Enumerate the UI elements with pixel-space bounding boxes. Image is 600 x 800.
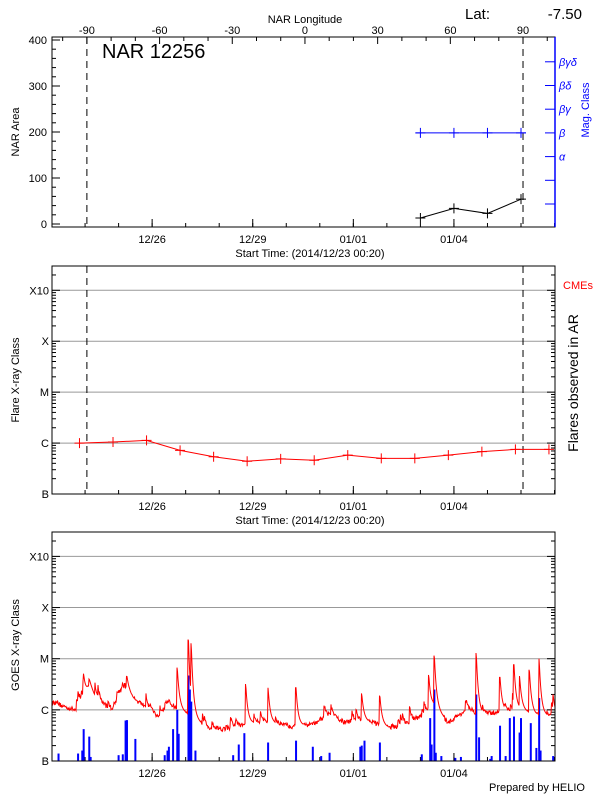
y-tick-label: 200 [29, 127, 47, 139]
flare-point [175, 445, 186, 456]
y-tick-label: X10 [29, 285, 49, 297]
x-tick-label: 01/01 [340, 768, 368, 780]
longitude-tick-label: 0 [302, 25, 308, 37]
x-tick-label: 01/04 [440, 234, 468, 246]
flare-point [275, 453, 286, 464]
goes-flux-line [51, 639, 556, 733]
x-tick-label: 01/04 [440, 768, 468, 780]
mag-class-point [415, 127, 426, 138]
flare-point [342, 450, 353, 461]
y-tick-label: X [42, 603, 50, 615]
x-tick-label: 12/26 [138, 768, 166, 780]
y-axis-label-area: NAR Area [10, 107, 22, 157]
mag-class-point [516, 127, 527, 138]
x-tick-label: 12/26 [138, 501, 166, 513]
mag-class-point [448, 127, 459, 138]
flare-point [141, 435, 152, 446]
y-tick-label: C [41, 705, 49, 717]
longitude-tick-label: 90 [517, 25, 529, 37]
flare-point [443, 450, 454, 461]
y-axis-label-goes-class: GOES X-ray Class [10, 599, 22, 691]
flare-point [242, 456, 253, 467]
y-tick-label: B [42, 489, 49, 501]
mag-class-tick-label: βδ [558, 81, 572, 93]
x-tick-label: 12/29 [239, 501, 267, 513]
plot-frame [51, 36, 556, 228]
longitude-tick-label: 30 [372, 25, 384, 37]
flare-point [309, 455, 320, 466]
mag-class-tick-label: βγ [558, 104, 572, 116]
y-tick-label: X [42, 336, 50, 348]
mag-class-tick-label: β [558, 128, 566, 140]
flare-point [74, 438, 85, 449]
footer-credit: Prepared by HELIO [489, 782, 585, 794]
area-point [516, 194, 527, 205]
flare-point [409, 453, 420, 464]
x-tick-label: 12/29 [239, 768, 267, 780]
x-tick-label: 01/01 [340, 501, 368, 513]
y-tick-label: X10 [29, 551, 49, 563]
y-tick-label: M [40, 387, 49, 399]
flare-point [208, 451, 219, 462]
flare-point [476, 446, 487, 457]
x-tick-label: 12/29 [239, 234, 267, 246]
cmes-label: CMEs [563, 280, 593, 292]
area-point [415, 213, 426, 224]
mag-class-tick-label: α [559, 152, 566, 164]
x-axis-title-panel-1: Start Time: (2014/12/23 00:20) [235, 248, 384, 260]
y-tick-label: 400 [29, 35, 47, 47]
top-axis-title: NAR Longitude [268, 14, 343, 26]
longitude-tick-label: 60 [444, 25, 456, 37]
mag-class-point [482, 127, 493, 138]
x-tick-label: 01/04 [440, 501, 468, 513]
area-point [448, 203, 459, 214]
y-axis-label-mag-class: Mag. Class [580, 82, 592, 138]
plot-frame [51, 265, 556, 495]
x-tick-label: 01/01 [340, 234, 368, 246]
region-title: NAR 12256 [102, 41, 205, 63]
area-line [420, 198, 522, 219]
x-tick-label: 12/26 [138, 234, 166, 246]
longitude-tick-label: -30 [224, 25, 240, 37]
longitude-tick-label: -60 [152, 25, 168, 37]
mag-class-tick-label: βγδ [558, 57, 578, 69]
y-tick-label: 0 [41, 219, 47, 231]
y-axis-label-flares-in-ar: Flares observed in AR [565, 314, 581, 452]
flare-point [376, 453, 387, 464]
plot-frame [51, 531, 556, 762]
y-tick-label: M [40, 654, 49, 666]
y-tick-label: 300 [29, 81, 47, 93]
lat-label: Lat: [465, 6, 490, 23]
y-tick-label: B [42, 756, 49, 768]
flare-point [510, 444, 521, 455]
lat-value: -7.50 [548, 6, 582, 23]
y-axis-label-flare-class: Flare X-ray Class [10, 337, 22, 422]
flare-point [108, 436, 119, 447]
flare-point [543, 444, 554, 455]
longitude-tick-label: -90 [79, 25, 95, 37]
y-tick-label: 100 [29, 173, 47, 185]
area-point [482, 208, 493, 219]
y-tick-label: C [41, 438, 49, 450]
x-axis-title-panel-2: Start Time: (2014/12/23 00:20) [235, 515, 384, 527]
